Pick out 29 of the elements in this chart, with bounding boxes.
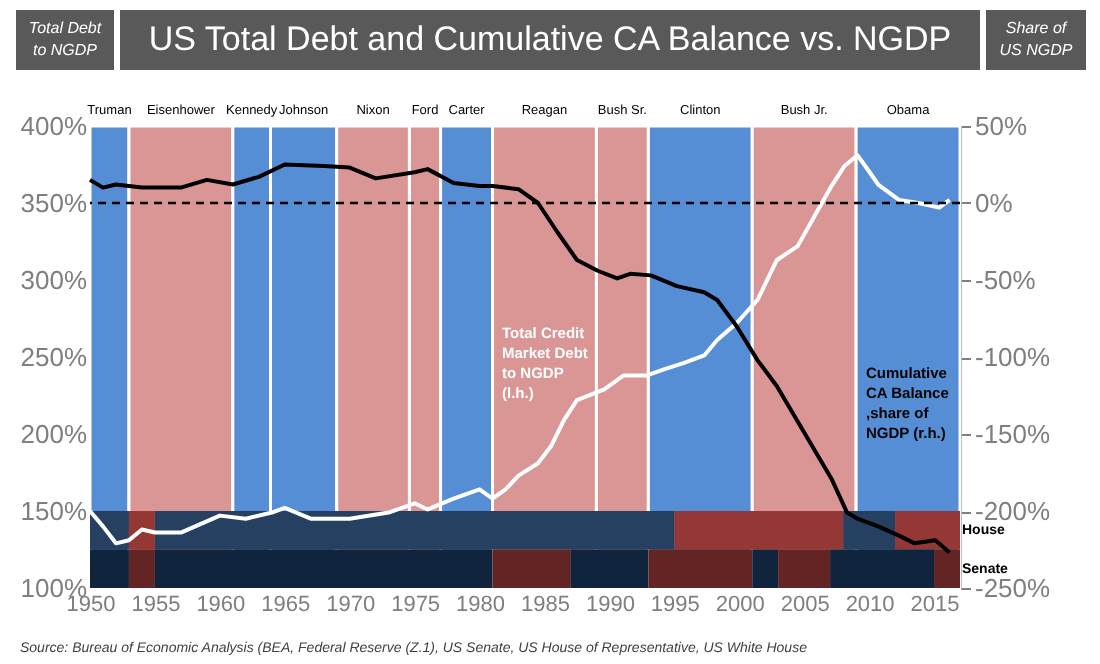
y2-tick-label: -150% (975, 419, 1052, 449)
x-tick-label: 1990 (585, 593, 635, 617)
y2-tick-label: -250% (975, 573, 1052, 603)
x-tick-label: 2015 (910, 593, 960, 617)
y2-tick-label: 50% (975, 111, 1028, 141)
x-tick-label: 1955 (131, 593, 181, 617)
x-tick-label: 1970 (326, 593, 376, 617)
y-axis-title: Total Debt to NGDP (28, 19, 103, 59)
y-tick-label: 350% (20, 188, 88, 218)
y2-tick-label: -200% (975, 496, 1052, 526)
x-tick-label: 1985 (520, 593, 570, 617)
y-tick-label: 250% (20, 342, 88, 372)
x-tick-label: 1995 (650, 593, 700, 617)
y2-tick-label: -100% (975, 342, 1052, 372)
y-tick-label: 150% (20, 496, 88, 526)
x-tick-label: 2010 (845, 593, 895, 617)
chart-title: US Total Debt and Cumulative CA Balance vs. NGDP (148, 20, 952, 58)
y-tick-label: 400% (20, 111, 88, 141)
x-tick-label: 2005 (780, 593, 830, 617)
y-tick-label: 300% (20, 265, 88, 295)
x-tick-label: 1980 (456, 593, 506, 617)
y2-axis-title: Share of US NGDP (999, 19, 1074, 59)
x-tick-label: 1960 (196, 593, 246, 617)
y2-tick-label: 0% (975, 188, 1014, 218)
y2-tick-label: -50% (975, 265, 1037, 295)
y-tick-label: 200% (20, 419, 88, 449)
x-tick-label: 1965 (261, 593, 311, 617)
x-tick-label: 1975 (391, 593, 441, 617)
x-tick-label: 2000 (715, 593, 765, 617)
